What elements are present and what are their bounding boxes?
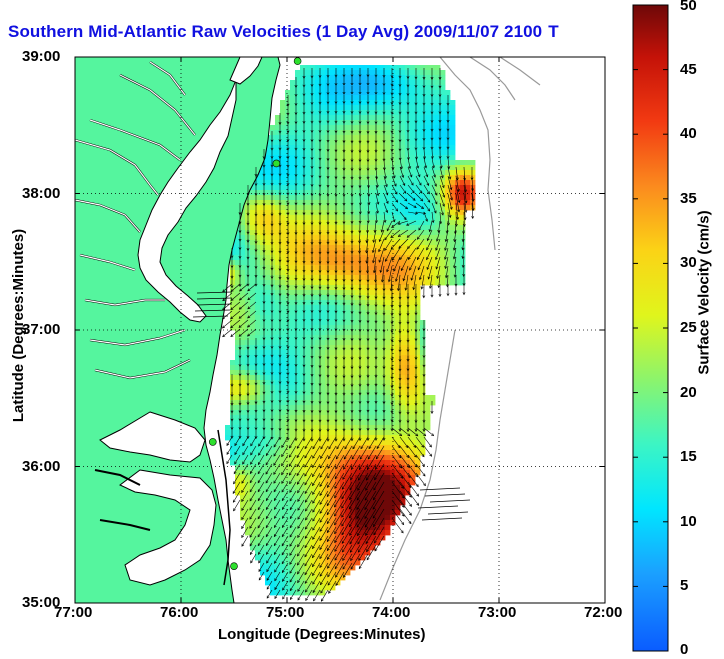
lon-tick-label: 75:00 — [266, 604, 305, 621]
colorbar-label: Surface Velocity (cm/s) — [695, 210, 713, 375]
colorbar-tick-label: 50 — [680, 0, 697, 14]
lon-tick-label: 77:00 — [54, 604, 93, 621]
lat-tick-label: 39:00 — [22, 48, 61, 65]
lon-tick-label: 74:00 — [372, 604, 411, 621]
colorbar-tick-label: 10 — [680, 512, 697, 530]
x-axis-label: Longitude (Degrees:Minutes) — [218, 626, 426, 643]
y-axis-label: Latitude (Degrees:Minutes) — [10, 228, 28, 423]
lat-tick-label: 38:00 — [22, 184, 61, 202]
chart-title: Southern Mid-Atlantic Raw Velocities (1 … — [8, 22, 559, 41]
radar-station-marker — [272, 159, 281, 168]
lon-tick-label: 76:00 — [160, 604, 199, 621]
radar-station-marker — [209, 438, 217, 446]
colorbar-tick-label: 25 — [680, 319, 697, 336]
colorbar-tick-label: 30 — [680, 254, 697, 272]
radar-station-marker — [230, 562, 238, 570]
lat-tick-label: 37:00 — [22, 321, 61, 338]
colorbar-tick-label: 45 — [680, 60, 697, 78]
colorbar — [632, 4, 669, 652]
radar-station-marker — [293, 57, 302, 65]
lon-tick-label: 73:00 — [478, 604, 517, 621]
lat-tick-label: 35:00 — [22, 594, 61, 611]
colorbar-tick-label: 35 — [680, 189, 697, 207]
colorbar-tick-label: 15 — [680, 448, 697, 466]
colorbar-tick-label: 40 — [680, 125, 697, 143]
colorbar-tick-label: 20 — [680, 383, 697, 401]
colorbar-tick-label: 5 — [680, 577, 689, 595]
colorbar-tick-label: 0 — [680, 641, 689, 658]
lon-tick-label: 72:00 — [584, 604, 623, 621]
lat-tick-label: 36:00 — [22, 457, 61, 475]
